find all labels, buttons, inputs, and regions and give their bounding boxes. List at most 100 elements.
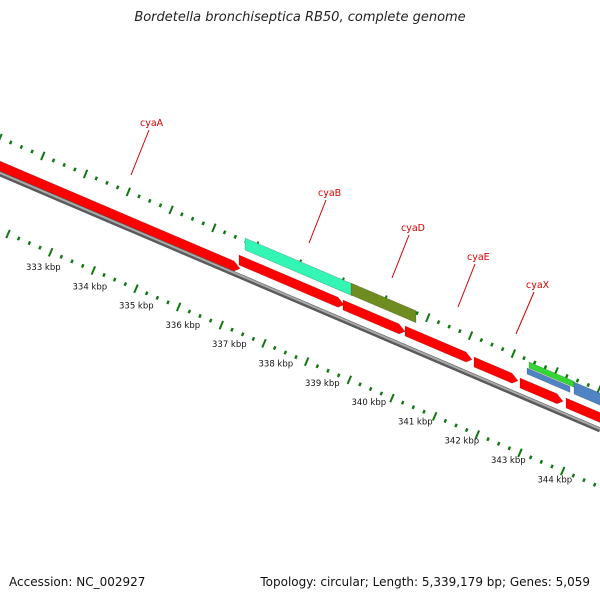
outer-ruler-tick <box>447 324 451 329</box>
inner-ruler-tick <box>38 245 42 250</box>
inner-ruler-tick <box>496 441 501 446</box>
outer-ruler-tick <box>105 180 109 186</box>
inner-ruler-tick <box>507 446 512 451</box>
kbp-label: 339 kbp <box>305 379 340 389</box>
outer-ruler-tick <box>467 331 474 341</box>
cds-red-6 <box>565 397 600 423</box>
cds-cyaD-red <box>342 299 406 335</box>
outer-ruler-tick <box>137 194 141 199</box>
inner-ruler-tick <box>240 332 245 337</box>
cds-cyaA <box>0 160 241 272</box>
outer-ruler-tick <box>532 360 537 365</box>
gene-label-cyaB: cyaB <box>318 188 341 199</box>
feature-cyaD-olive <box>350 282 417 324</box>
gene-label-cyaE: cyaE <box>467 252 490 263</box>
feature-track-top <box>244 237 600 406</box>
inner-tick-ruler <box>5 229 597 487</box>
inner-ruler-tick <box>90 265 97 275</box>
outer-ruler-tick <box>458 329 462 334</box>
inner-ruler-tick <box>47 247 54 257</box>
outer-ruler-tick <box>30 149 34 154</box>
genome-title: Bordetella bronchiseptica RB50, complete… <box>134 10 466 25</box>
inner-ruler-tick <box>571 473 576 478</box>
inner-ruler-tick <box>592 482 597 487</box>
gene-leader-line <box>391 234 410 279</box>
inner-ruler-tick <box>218 320 225 330</box>
gene-label-cyaD: cyaD <box>401 223 425 234</box>
outer-ruler-tick <box>40 151 46 161</box>
outer-ruler-tick <box>233 234 238 239</box>
outer-ruler-tick <box>158 203 163 208</box>
cds-cyaX-red <box>473 356 519 384</box>
inner-ruler-tick <box>187 309 192 314</box>
outer-ruler-tick <box>211 223 217 233</box>
inner-ruler-tick <box>230 327 234 332</box>
gene-label-cyaA: cyaA <box>140 118 164 129</box>
outer-ruler-tick <box>8 140 13 145</box>
inner-ruler-tick <box>358 382 362 387</box>
genome-stats-text: Topology: circular; Length: 5,339,179 bp… <box>260 575 590 589</box>
feature-cyaB-teal <box>244 237 353 297</box>
kbp-label: 341 kbp <box>398 417 433 427</box>
outer-ruler-tick <box>51 158 56 163</box>
inner-ruler-tick <box>486 437 490 442</box>
outer-ruler-tick <box>479 338 484 343</box>
accession-text: Accession: NC_002927 <box>9 575 146 589</box>
outer-ruler-tick <box>82 169 89 179</box>
inner-ruler-tick <box>539 459 544 465</box>
outer-ruler-tick <box>415 311 419 316</box>
kbp-label: 334 kbp <box>73 282 108 292</box>
gene-label-group: cyaA cyaB cyaD cyaE cyaX <box>130 118 550 335</box>
cds-red-5 <box>519 377 564 405</box>
inner-ruler-tick <box>155 295 160 300</box>
gene-leader-line <box>308 199 327 244</box>
inner-ruler-tick <box>368 386 373 392</box>
inner-ruler-tick <box>422 409 426 414</box>
outer-ruler-tick <box>147 198 152 204</box>
inner-ruler-tick <box>464 427 469 433</box>
inner-ruler-tick <box>315 364 320 369</box>
inner-ruler-tick <box>346 375 353 385</box>
inner-ruler-tick <box>559 466 566 476</box>
inner-ruler-tick <box>379 391 384 396</box>
inner-ruler-tick <box>528 455 533 460</box>
inner-ruler-tick <box>175 302 182 312</box>
inner-ruler-tick <box>303 357 310 367</box>
outer-ruler-tick <box>115 185 120 190</box>
inner-ruler-tick <box>400 400 405 405</box>
outer-ruler-tick <box>543 364 548 370</box>
outer-ruler-tick <box>500 346 505 352</box>
kbp-label: 338 kbp <box>259 360 294 370</box>
inner-ruler-tick <box>198 313 202 319</box>
outer-ruler-tick <box>19 144 24 150</box>
feature-track-main <box>0 160 600 423</box>
inner-ruler-tick <box>133 284 139 294</box>
cds-cyaB-red <box>238 254 345 308</box>
outer-ruler-tick <box>436 320 441 325</box>
inner-ruler-tick <box>5 229 11 239</box>
inner-ruler-tick <box>272 345 277 351</box>
outer-ruler-tick <box>201 221 206 226</box>
gene-leader-line <box>457 263 476 308</box>
outer-ruler-tick <box>586 382 591 388</box>
kbp-label: 333 kbp <box>26 263 61 273</box>
outer-ruler-tick <box>73 167 77 172</box>
outer-ruler-tick <box>125 187 132 197</box>
inner-ruler-tick <box>80 263 85 269</box>
inner-ruler-tick <box>283 350 288 355</box>
inner-ruler-tick <box>123 282 128 287</box>
inner-ruler-tick <box>16 236 21 241</box>
inner-ruler-tick <box>517 448 523 458</box>
inner-ruler-tick <box>443 418 448 424</box>
outer-ruler-tick <box>510 349 517 359</box>
outer-ruler-tick <box>94 176 99 181</box>
outer-ruler-tick <box>0 133 3 141</box>
inner-ruler-tick <box>251 336 256 341</box>
gene-leader-line <box>515 291 535 335</box>
feature-blue-1 <box>526 367 571 393</box>
gene-label-cyaX: cyaX <box>526 280 550 291</box>
feature-blue-2 <box>573 381 600 406</box>
inner-ruler-tick <box>411 405 416 410</box>
inner-ruler-tick <box>550 464 554 469</box>
